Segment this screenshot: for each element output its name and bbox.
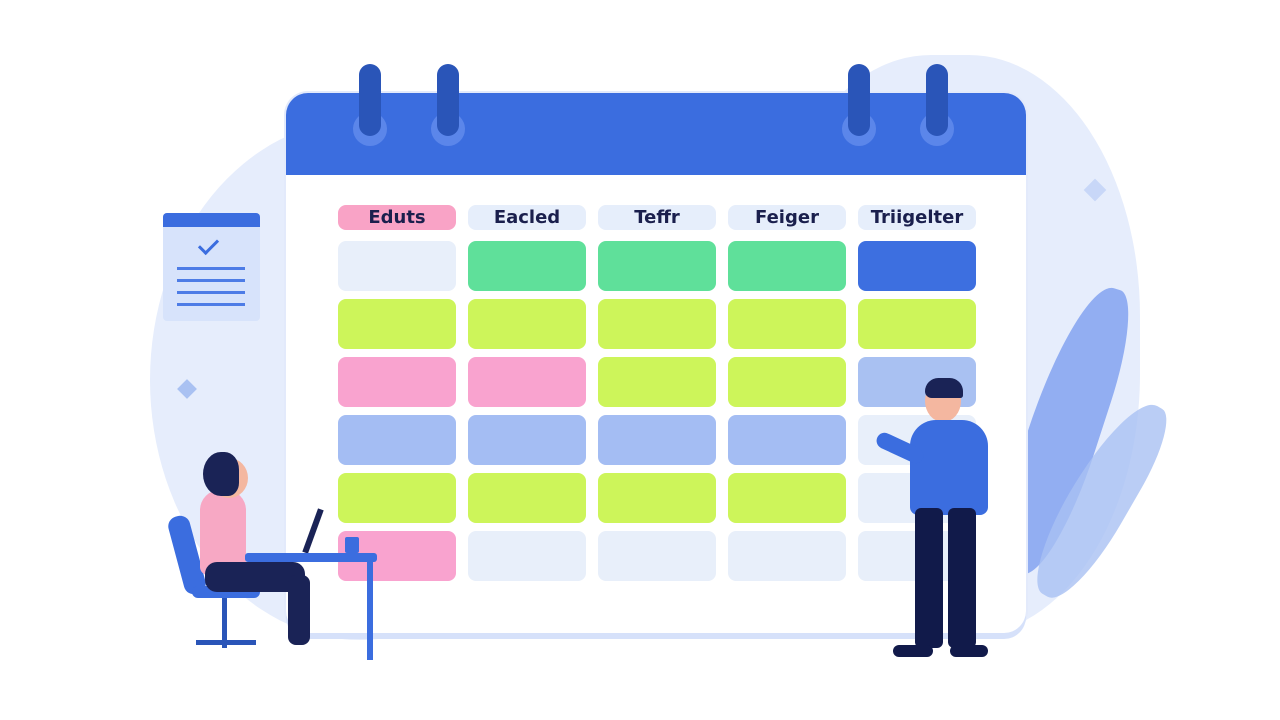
calendar-cell[interactable] — [468, 357, 586, 407]
torso — [200, 490, 246, 575]
column-header: Triigelter — [858, 205, 976, 230]
calendar-cell[interactable] — [728, 531, 846, 581]
shoe — [893, 645, 933, 657]
calendar-cell[interactable] — [728, 299, 846, 349]
calendar-cell[interactable] — [468, 241, 586, 291]
calendar-cell[interactable] — [598, 299, 716, 349]
calendar-cell[interactable] — [468, 299, 586, 349]
cup — [345, 537, 359, 553]
binder-ring — [848, 64, 870, 136]
binder-ring — [437, 64, 459, 136]
calendar-cell[interactable] — [858, 241, 976, 291]
binder-ring — [926, 64, 948, 136]
document-icon — [163, 213, 260, 321]
calendar-cell[interactable] — [598, 357, 716, 407]
calendar-cell[interactable] — [728, 473, 846, 523]
calendar-cell[interactable] — [338, 357, 456, 407]
column-header: Feiger — [728, 205, 846, 230]
calendar-cell[interactable] — [598, 241, 716, 291]
calendar-cell[interactable] — [858, 299, 976, 349]
binder-ring — [359, 64, 381, 136]
calendar-cell[interactable] — [598, 473, 716, 523]
hair — [925, 378, 963, 398]
hair — [203, 452, 239, 496]
shoe — [950, 645, 988, 657]
calendar-cell[interactable] — [338, 473, 456, 523]
column-header: Eduts — [338, 205, 456, 230]
calendar-cell[interactable] — [338, 415, 456, 465]
calendar-header-bar — [286, 93, 1026, 175]
calendar-cell[interactable] — [468, 415, 586, 465]
calendar-cell[interactable] — [598, 531, 716, 581]
calendar-cell[interactable] — [338, 299, 456, 349]
calendar-cell[interactable] — [728, 357, 846, 407]
calendar-cell[interactable] — [338, 241, 456, 291]
legs — [915, 508, 943, 648]
column-header: Eacled — [468, 205, 586, 230]
calendar-cell[interactable] — [728, 415, 846, 465]
torso — [910, 420, 988, 515]
desk — [245, 553, 377, 562]
calendar-cell[interactable] — [598, 415, 716, 465]
column-header: Teffr — [598, 205, 716, 230]
calendar-cell[interactable] — [468, 531, 586, 581]
calendar-cell[interactable] — [728, 241, 846, 291]
calendar-cell[interactable] — [468, 473, 586, 523]
